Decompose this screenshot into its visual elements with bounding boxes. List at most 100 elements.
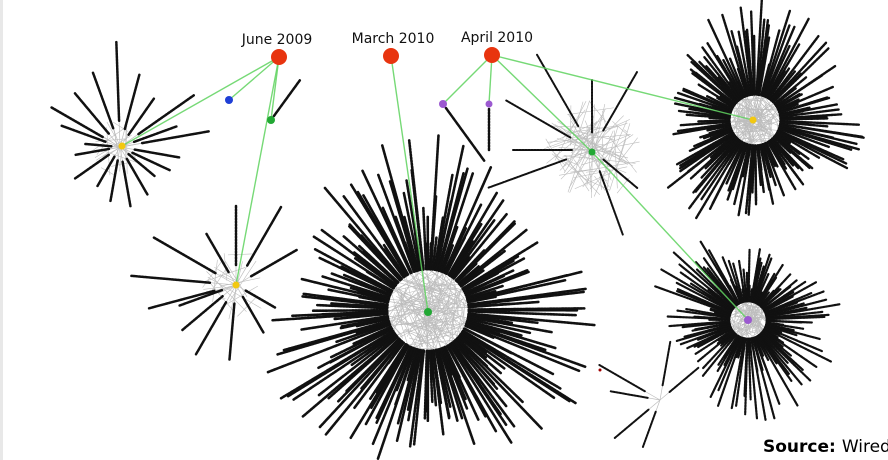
mesh-edge xyxy=(409,268,429,306)
node-purple xyxy=(439,100,447,108)
spoke xyxy=(764,291,814,314)
spoke xyxy=(459,333,506,370)
spoke xyxy=(465,322,587,369)
mesh-edge xyxy=(106,121,115,136)
spoke xyxy=(352,325,393,345)
spoke xyxy=(454,338,543,430)
spoke xyxy=(466,273,569,302)
mesh-edge xyxy=(548,125,611,129)
mesh-edge xyxy=(731,107,753,122)
spoke xyxy=(707,18,746,99)
spoke xyxy=(447,191,499,277)
spoke xyxy=(672,251,736,309)
tree-edge xyxy=(215,272,237,286)
spoke xyxy=(677,109,731,119)
spoke xyxy=(241,295,265,334)
spoke xyxy=(686,326,733,350)
mesh-edge xyxy=(754,309,760,325)
mesh-edge xyxy=(733,321,747,331)
spoke xyxy=(318,338,402,429)
spoke xyxy=(140,130,210,145)
spoke xyxy=(323,186,403,281)
spoke xyxy=(435,348,452,408)
node-yellow xyxy=(232,281,240,289)
spoke xyxy=(467,313,508,321)
mesh-edge xyxy=(224,260,248,297)
spoke xyxy=(147,289,216,310)
spoke xyxy=(437,167,469,273)
spoke xyxy=(721,13,749,97)
spoke xyxy=(462,327,514,355)
spoke xyxy=(609,390,649,399)
spoke xyxy=(775,132,792,145)
spoke xyxy=(178,288,224,307)
spoke xyxy=(700,139,742,201)
spoke xyxy=(461,330,571,403)
spoke xyxy=(467,310,578,317)
spoke xyxy=(461,329,563,391)
spoke xyxy=(709,135,737,159)
spoke xyxy=(456,262,478,284)
spoke xyxy=(127,96,156,136)
mesh-edge xyxy=(419,268,461,309)
mesh-edge xyxy=(728,108,781,111)
spoke xyxy=(779,117,829,121)
spoke xyxy=(758,36,771,97)
spoke xyxy=(757,276,778,306)
spoke xyxy=(73,153,110,180)
spokes-layer xyxy=(49,0,865,460)
mesh-edge xyxy=(430,282,468,294)
spoke xyxy=(313,248,394,292)
spoke xyxy=(748,337,759,420)
spoke xyxy=(49,105,104,139)
mesh-edge xyxy=(397,280,439,291)
spoke xyxy=(430,349,438,407)
spoke xyxy=(317,333,398,397)
spoke xyxy=(737,259,747,303)
mesh-edge xyxy=(755,318,762,334)
mesh-edge xyxy=(423,298,452,330)
timeline-link xyxy=(591,151,749,321)
spoke xyxy=(713,311,731,318)
spoke xyxy=(660,268,733,312)
spoke xyxy=(448,343,513,444)
spoke xyxy=(752,34,756,96)
spoke xyxy=(83,142,113,148)
spoke xyxy=(723,335,741,367)
spoke xyxy=(301,335,399,418)
spoke xyxy=(598,364,646,393)
spoke xyxy=(356,253,398,287)
spoke xyxy=(762,291,795,312)
mesh-edge xyxy=(554,155,579,166)
spoke xyxy=(453,339,499,390)
mesh-edge xyxy=(401,280,462,295)
spoke xyxy=(751,261,763,303)
mesh-edge xyxy=(390,265,442,334)
node-green xyxy=(267,116,275,124)
date-markers-layer: June 2009 March 2010 April 2010 xyxy=(241,30,533,65)
spoke xyxy=(728,57,747,98)
spoke xyxy=(777,127,831,149)
spoke xyxy=(747,337,752,401)
spoke xyxy=(452,340,508,408)
spoke xyxy=(777,102,799,113)
spoke xyxy=(375,345,412,420)
spoke xyxy=(708,141,745,211)
spoke xyxy=(694,322,731,331)
spoke xyxy=(457,335,503,375)
spoke xyxy=(450,341,480,380)
spoke xyxy=(776,93,803,109)
tree-edge xyxy=(644,390,661,401)
mesh-edge xyxy=(736,102,785,124)
spoke xyxy=(381,206,413,274)
spoke xyxy=(465,320,501,333)
mesh-edge xyxy=(754,97,776,138)
spoke xyxy=(204,231,230,274)
tree-edge xyxy=(647,397,661,401)
spoke xyxy=(333,312,389,321)
spoke xyxy=(60,124,107,143)
spoke xyxy=(772,136,792,154)
spoke xyxy=(336,337,401,403)
mesh-edge xyxy=(562,141,640,158)
mesh-edge xyxy=(749,120,779,130)
